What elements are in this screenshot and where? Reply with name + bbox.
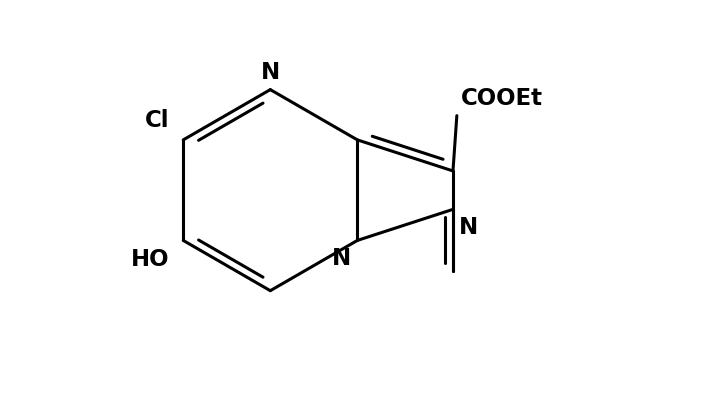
Text: N: N — [332, 246, 352, 270]
Text: N: N — [261, 61, 280, 84]
Text: Cl: Cl — [145, 109, 169, 132]
Text: N: N — [459, 216, 479, 239]
Text: COOEt: COOEt — [460, 87, 543, 110]
Text: HO: HO — [131, 248, 169, 271]
